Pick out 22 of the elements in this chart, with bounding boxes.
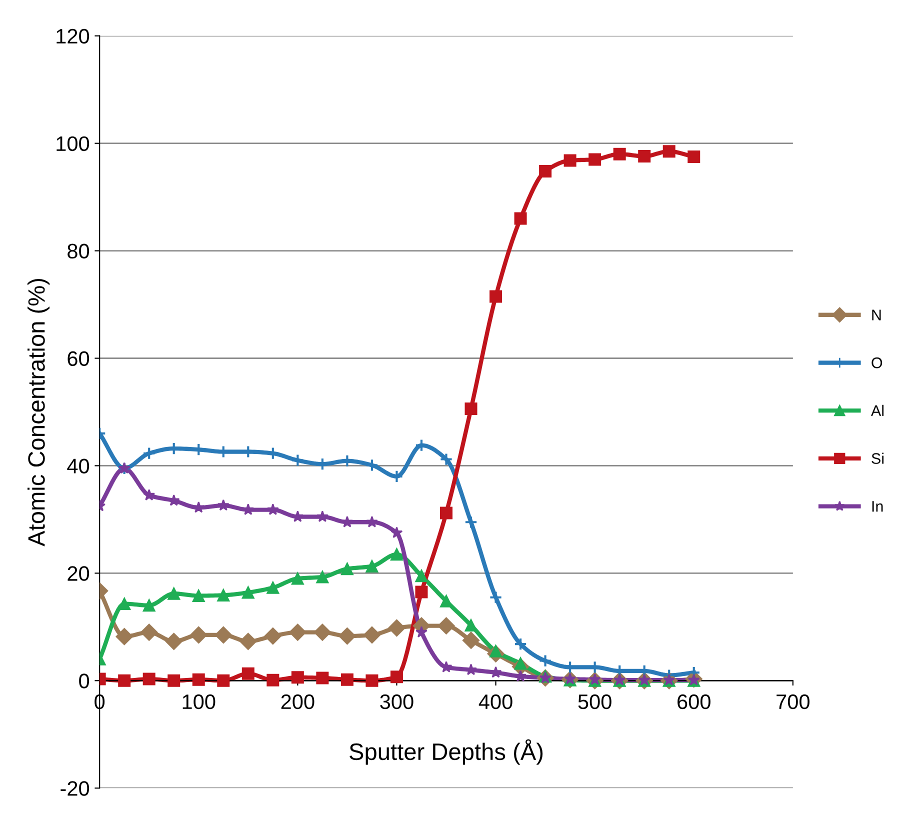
x-tick-label: 100 — [182, 694, 216, 710]
legend-label: In — [872, 501, 883, 512]
legend-label: Al — [870, 404, 884, 416]
y-tick-label: 80 — [68, 244, 90, 259]
legend-label: N — [872, 310, 881, 320]
x-tick-label: 400 — [478, 694, 512, 710]
y-tick-label: 20 — [68, 566, 90, 581]
x-tick-label: 200 — [281, 694, 314, 710]
x-axis-title: Sputter Depths (Å) — [350, 739, 543, 765]
y-tick-label: -20 — [60, 781, 90, 796]
y-tick-label: 100 — [56, 136, 90, 152]
y-axis-title: Atomic Concentration (%) — [28, 278, 50, 546]
y-tick-label: 120 — [56, 28, 90, 44]
x-tick-label: 300 — [380, 694, 414, 710]
y-tick-label: 40 — [67, 458, 90, 474]
y-tick-label: 60 — [68, 351, 90, 366]
x-tick-label: 500 — [578, 694, 612, 710]
x-tick-label: 600 — [678, 694, 710, 710]
legend-label: Si — [872, 452, 884, 464]
legend-label: O — [872, 357, 882, 368]
y-tick-label: 0 — [79, 674, 90, 688]
x-tick-label: 700 — [776, 694, 810, 710]
